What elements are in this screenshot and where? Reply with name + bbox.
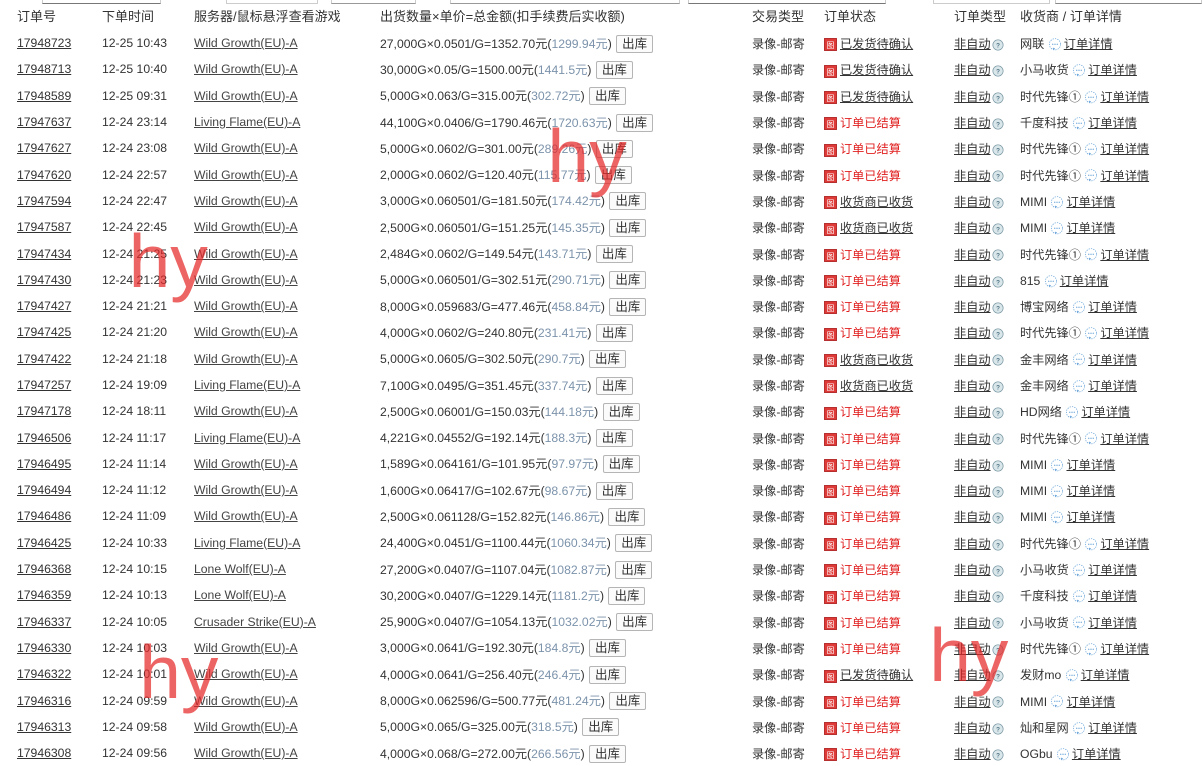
svg-text:?: ? (996, 174, 1000, 181)
svg-text:?: ? (996, 148, 1000, 155)
svg-text:图: 图 (827, 593, 835, 602)
svg-text:图: 图 (827, 541, 835, 550)
svg-text:?: ? (996, 200, 1000, 207)
svg-text:?: ? (996, 463, 1000, 470)
svg-text:?: ? (996, 121, 1000, 128)
svg-text:图: 图 (827, 699, 835, 708)
svg-text:图: 图 (827, 620, 835, 629)
svg-text:?: ? (996, 42, 1000, 49)
svg-text:图: 图 (827, 436, 835, 445)
svg-text:图: 图 (827, 41, 835, 50)
svg-text:?: ? (996, 489, 1000, 496)
svg-text:?: ? (996, 621, 1000, 628)
svg-text:?: ? (996, 752, 1000, 759)
svg-text:?: ? (996, 568, 1000, 575)
svg-text:图: 图 (827, 725, 835, 734)
svg-text:?: ? (996, 384, 1000, 391)
svg-text:?: ? (996, 410, 1000, 417)
svg-text:?: ? (996, 358, 1000, 365)
svg-text:图: 图 (827, 488, 835, 497)
svg-text:?: ? (996, 647, 1000, 654)
svg-text:图: 图 (827, 330, 835, 339)
svg-text:?: ? (996, 95, 1000, 102)
svg-text:图: 图 (827, 94, 835, 103)
svg-text:?: ? (996, 437, 1000, 444)
svg-text:图: 图 (827, 357, 835, 366)
svg-text:图: 图 (827, 672, 835, 681)
svg-text:图: 图 (827, 751, 835, 760)
svg-text:图: 图 (827, 278, 835, 287)
svg-text:?: ? (996, 700, 1000, 707)
svg-text:图: 图 (827, 225, 835, 234)
svg-text:?: ? (996, 305, 1000, 312)
svg-text:图: 图 (827, 567, 835, 576)
svg-text:图: 图 (827, 120, 835, 129)
svg-text:?: ? (996, 516, 1000, 523)
svg-text:?: ? (996, 595, 1000, 602)
svg-text:图: 图 (827, 252, 835, 261)
svg-text:?: ? (996, 726, 1000, 733)
svg-text:?: ? (996, 279, 1000, 286)
svg-text:?: ? (996, 673, 1000, 680)
svg-text:图: 图 (827, 199, 835, 208)
svg-text:?: ? (996, 226, 1000, 233)
svg-text:图: 图 (827, 146, 835, 155)
svg-text:图: 图 (827, 67, 835, 76)
svg-text:?: ? (996, 542, 1000, 549)
svg-text:图: 图 (827, 646, 835, 655)
svg-text:?: ? (996, 253, 1000, 260)
svg-text:图: 图 (827, 304, 835, 313)
svg-text:?: ? (996, 332, 1000, 339)
svg-text:图: 图 (827, 173, 835, 182)
svg-text:图: 图 (827, 409, 835, 418)
svg-text:图: 图 (827, 462, 835, 471)
svg-text:?: ? (996, 69, 1000, 76)
svg-text:图: 图 (827, 515, 835, 524)
svg-text:图: 图 (827, 383, 835, 392)
